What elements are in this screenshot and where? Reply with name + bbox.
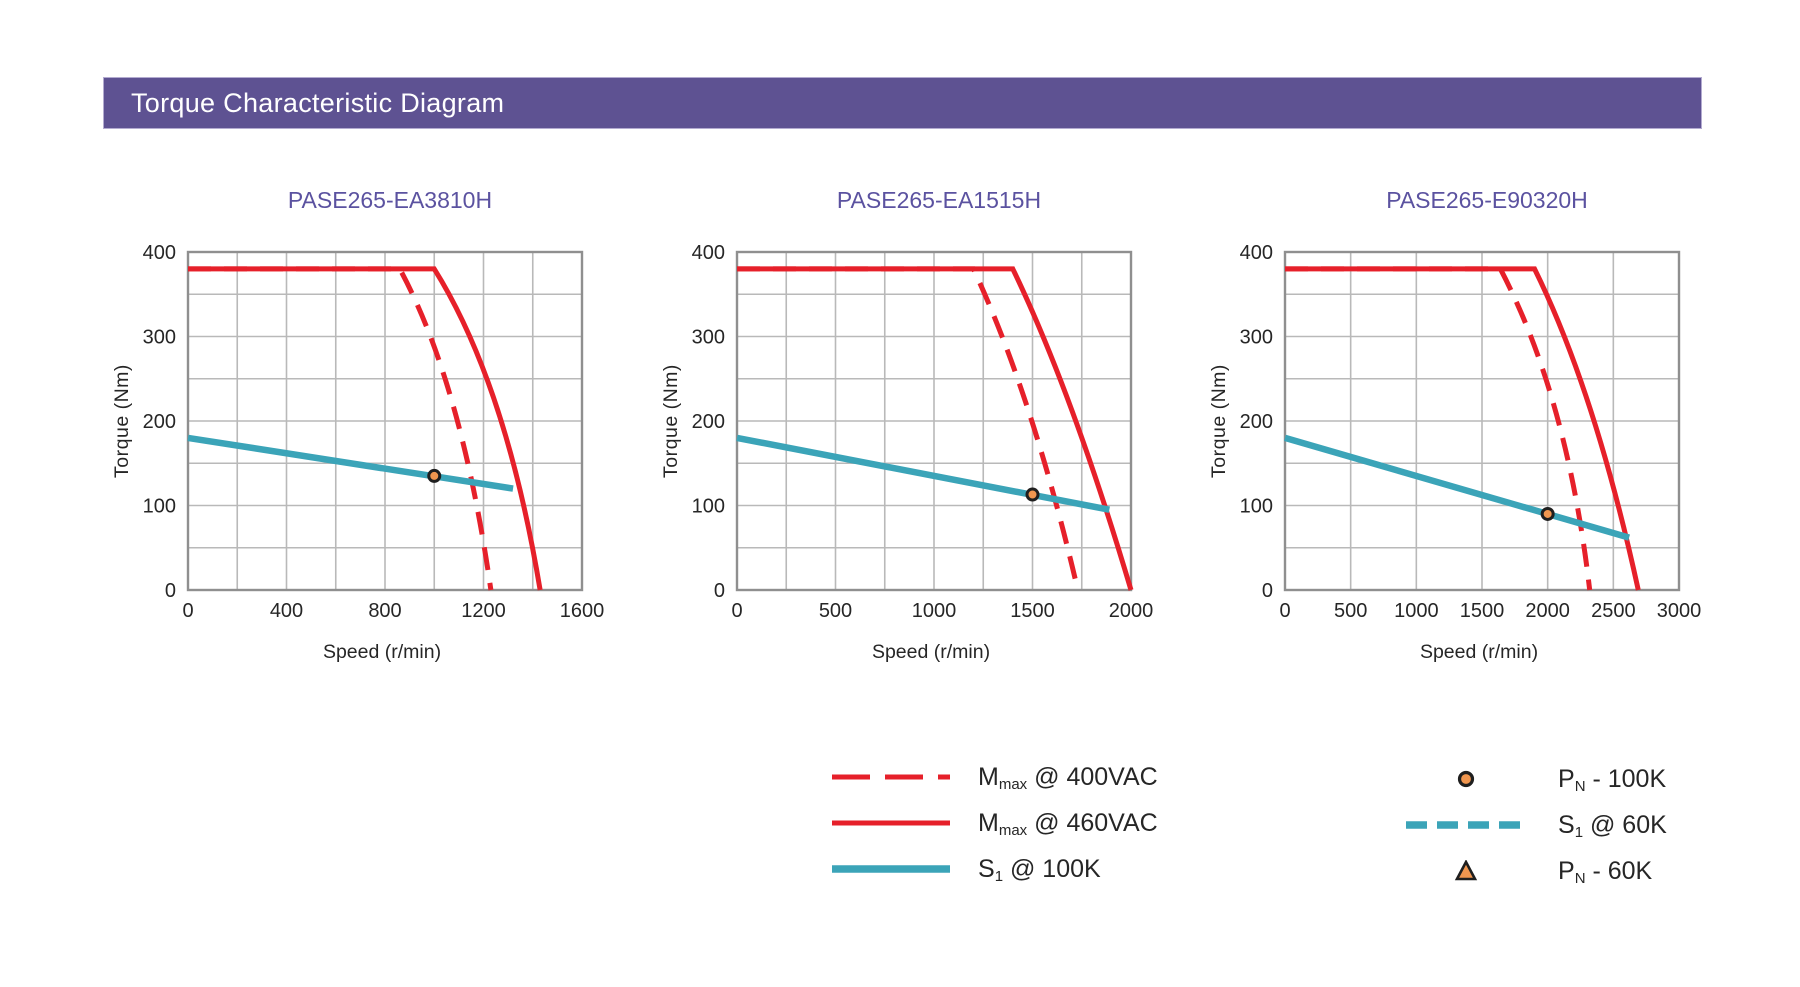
y-tick-label: 300	[143, 327, 176, 349]
y-tick-label: 200	[1240, 411, 1273, 433]
mmax-400vac-curve	[737, 266, 1081, 591]
legend-left-column: Mmax @ 400VAC Mmax @ 460VAC S1 @ 100K	[830, 754, 1158, 892]
legend-item-label: S1 @ 100K	[978, 854, 1101, 885]
y-tick-label: 0	[165, 580, 176, 602]
x-tick-label: 0	[1279, 600, 1290, 622]
x-tick-label: 400	[270, 600, 303, 622]
y-tick-label: 400	[143, 242, 176, 264]
x-tick-label: 2000	[1525, 600, 1570, 622]
plot-frame	[1283, 250, 1681, 592]
mmax-460vac-curve	[1285, 266, 1641, 591]
x-tick-label: 0	[731, 600, 742, 622]
pn-100k-marker	[427, 468, 442, 483]
y-tick-label: 300	[692, 327, 725, 349]
legend-item: Mmax @ 400VAC	[830, 754, 1158, 800]
s1-100k-line	[736, 434, 1110, 513]
x-tick-label: 1000	[1394, 600, 1439, 622]
x-tick-label: 1000	[912, 600, 957, 622]
x-axis-label: Speed (r/min)	[1420, 641, 1538, 663]
y-tick-label: 0	[714, 580, 725, 602]
y-tick-label: 0	[1262, 580, 1273, 602]
y-tick-label: 300	[1240, 327, 1273, 349]
s1-100k-line	[1284, 434, 1630, 541]
orange-triangle-marker-icon	[1454, 860, 1478, 881]
plot-frame	[186, 250, 584, 592]
legend-item-label: Mmax @ 460VAC	[978, 808, 1158, 839]
y-tick-label: 100	[143, 496, 176, 518]
torque-chart-pase265-ea1515h: PASE265-EA1515H 0 100 200 300 400 0 500 1000 1500…	[660, 187, 1154, 663]
mmax-460vac-curve	[188, 266, 543, 591]
x-tick-label: 1600	[560, 600, 605, 622]
x-tick-label: 1500	[1460, 600, 1505, 622]
legend-right-column: PN - 100K S1 @ 60K PN - 60K	[1404, 756, 1667, 894]
section-header: Torque Characteristic Diagram	[103, 77, 1702, 129]
x-tick-label: 500	[819, 600, 852, 622]
legend-item-label: Mmax @ 400VAC	[978, 762, 1158, 793]
y-axis-label: Torque (Nm)	[1208, 364, 1230, 478]
legend-item: PN - 100K	[1404, 756, 1667, 802]
legend-item: S1 @ 100K	[830, 846, 1158, 892]
chart-title: PASE265-EA1515H	[837, 187, 1041, 213]
torque-chart-pase265-ea3810h: PASE265-EA3810H 0 100 200 300 400 0 400 800 1200 1…	[111, 187, 605, 663]
x-tick-label: 2500	[1591, 600, 1636, 622]
torque-chart-pase265-e90320h: PASE265-E90320H 0 100 200 300 400 0 500 1000 1500…	[1208, 187, 1702, 663]
x-tick-label: 800	[368, 600, 401, 622]
x-tick-label: 500	[1334, 600, 1367, 622]
x-tick-label: 1500	[1010, 600, 1055, 622]
y-tick-label: 200	[143, 411, 176, 433]
pn-100k-marker	[1540, 506, 1555, 521]
x-axis-label: Speed (r/min)	[323, 641, 441, 663]
mmax-400vac-curve	[1285, 266, 1593, 591]
plot-frame	[735, 250, 1133, 592]
y-tick-label: 400	[1240, 242, 1273, 264]
x-tick-label: 0	[182, 600, 193, 622]
legend-item-label: PN - 100K	[1558, 764, 1667, 795]
legend-item: PN - 60K	[1404, 848, 1667, 894]
x-tick-label: 3000	[1657, 600, 1702, 622]
s1-100k-line	[187, 434, 514, 492]
legend-item: S1 @ 60K	[1404, 802, 1667, 848]
y-axis-label: Torque (Nm)	[111, 364, 133, 478]
legend-item: Mmax @ 460VAC	[830, 800, 1158, 846]
y-tick-label: 100	[1240, 496, 1273, 518]
pn-100k-marker	[1025, 487, 1040, 502]
chart-title: PASE265-EA3810H	[288, 187, 492, 213]
red-solid-line-icon	[832, 820, 950, 826]
mmax-400vac-curve	[188, 266, 494, 591]
y-axis-label: Torque (Nm)	[660, 364, 682, 478]
teal-solid-line-icon	[832, 865, 950, 873]
grid	[188, 252, 582, 590]
teal-dashed-line-icon	[1406, 821, 1526, 829]
x-tick-label: 2000	[1109, 600, 1154, 622]
y-tick-label: 200	[692, 411, 725, 433]
grid	[737, 252, 1131, 590]
mmax-460vac-curve	[737, 266, 1134, 591]
legend-item-label: PN - 60K	[1558, 856, 1653, 887]
grid	[1285, 252, 1679, 590]
section-title: Torque Characteristic Diagram	[131, 87, 505, 118]
y-tick-label: 400	[692, 242, 725, 264]
x-axis-label: Speed (r/min)	[872, 641, 990, 663]
legend-item-label: S1 @ 60K	[1558, 810, 1667, 841]
x-tick-label: 1200	[461, 600, 506, 622]
chart-title: PASE265-E90320H	[1386, 187, 1588, 213]
y-tick-label: 100	[692, 496, 725, 518]
red-dashed-line-icon	[832, 774, 950, 780]
orange-circle-marker-icon	[1457, 770, 1475, 788]
